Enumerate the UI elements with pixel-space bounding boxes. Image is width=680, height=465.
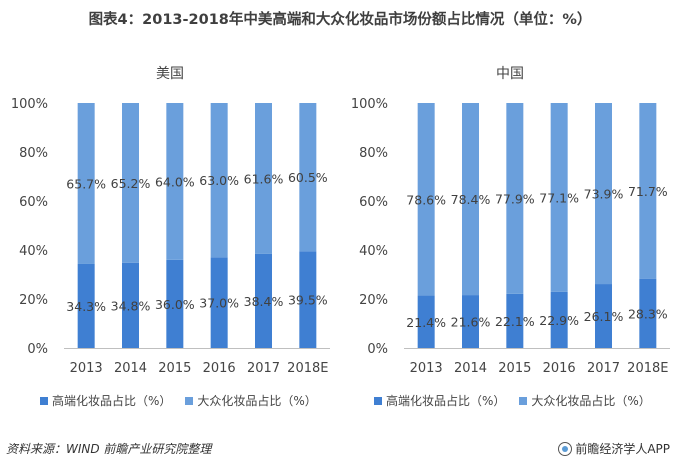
y-tick-label: 60% xyxy=(359,195,388,210)
bar-high-end xyxy=(506,293,524,348)
x-tick-label: 2016 xyxy=(203,361,236,376)
panel-title-usa: 美国 xyxy=(156,66,184,82)
data-label-mass: 73.9% xyxy=(584,187,624,202)
x-tick-label: 2017 xyxy=(247,361,280,376)
bar-mass xyxy=(462,103,479,296)
y-tick-label: 80% xyxy=(359,146,388,161)
x-tick-label: 2017 xyxy=(587,361,620,376)
data-label-mass: 64.0% xyxy=(155,174,195,189)
bar-high-end xyxy=(77,263,95,348)
y-tick-label: 60% xyxy=(19,195,48,210)
legend-item-mass: 大众化妆品占比（%） xyxy=(519,392,651,409)
bar-high-end xyxy=(417,295,435,348)
legend-item-mass: 大众化妆品占比（%） xyxy=(185,392,317,409)
y-tick-label: 0% xyxy=(27,342,48,357)
brand-credit: 前瞻经济学人APP xyxy=(558,440,670,457)
legend-swatch-mass xyxy=(519,396,528,405)
bar-mass xyxy=(506,103,524,294)
x-tick-label: 2018E xyxy=(627,361,668,376)
bar-high-end xyxy=(210,257,228,348)
data-label-mass: 78.4% xyxy=(451,192,491,207)
legend-label-mass: 大众化妆品占比（%） xyxy=(531,394,651,408)
chart-panel-usa: 美国 0% 20% 40% 60% 80% 100% 34.3% 65.7% 2013 34.8%… xyxy=(0,55,340,385)
bar-mass xyxy=(417,103,435,296)
bar-high-end xyxy=(166,259,184,348)
x-tick-label: 2015 xyxy=(498,361,531,376)
legend-item-high-end: 高端化妆品占比（%） xyxy=(374,392,505,409)
bar-high-end xyxy=(639,278,657,348)
y-tick-label: 0% xyxy=(367,342,388,357)
legend-china: 高端化妆品占比（%） 大众化妆品占比（%） xyxy=(374,392,665,409)
chart-panel-china: 中国 0% 20% 40% 60% 80% 100% 21.4% 78.6% 2013 21.6%… xyxy=(340,55,680,385)
bar-mass xyxy=(550,103,568,292)
legend-label-high-end: 高端化妆品占比（%） xyxy=(386,394,506,408)
data-label-high-end: 36.0% xyxy=(155,297,195,312)
x-tick-label: 2014 xyxy=(114,361,147,376)
data-label-mass: 60.5% xyxy=(288,170,328,185)
x-tick-label: 2016 xyxy=(543,361,576,376)
data-label-high-end: 21.4% xyxy=(406,315,446,330)
data-label-mass: 77.1% xyxy=(539,190,579,205)
data-label-high-end: 22.9% xyxy=(539,313,579,328)
data-label-high-end: 37.0% xyxy=(199,296,239,311)
legend-swatch-high-end xyxy=(40,396,48,405)
y-tick-label: 100% xyxy=(351,97,388,112)
x-tick-label: 2018E xyxy=(287,361,328,376)
y-tick-label: 20% xyxy=(19,293,48,308)
x-tick-label: 2014 xyxy=(454,361,487,376)
bar-high-end xyxy=(550,291,568,348)
source-note: 资料来源：WIND 前瞻产业研究院整理 xyxy=(6,442,212,456)
data-label-high-end: 38.4% xyxy=(244,294,284,309)
brand-name: 前瞻经济学人APP xyxy=(575,442,670,456)
bar-high-end xyxy=(122,262,139,348)
bar-mass xyxy=(299,103,317,252)
chart-china-svg: 0% 20% 40% 60% 80% 100% 21.4% 78.6% 2013 21.6% 78.… xyxy=(351,97,670,376)
data-label-mass: 63.0% xyxy=(199,173,239,188)
legend-label-high-end: 高端化妆品占比（%） xyxy=(52,394,172,408)
data-label-high-end: 34.3% xyxy=(66,299,106,314)
legend-item-high-end: 高端化妆品占比（%） xyxy=(40,392,171,409)
x-tick-label: 2013 xyxy=(70,361,103,376)
y-tick-label: 40% xyxy=(359,244,388,259)
y-tick-label: 100% xyxy=(11,97,48,112)
data-label-high-end: 28.3% xyxy=(628,306,668,321)
chart-usa-svg: 0% 20% 40% 60% 80% 100% 34.3% 65.7% 2013 34.8% 65.… xyxy=(11,97,330,376)
data-label-mass: 78.6% xyxy=(406,192,446,207)
legend-usa: 高端化妆品占比（%） 大众化妆品占比（%） xyxy=(40,392,331,409)
data-label-mass: 65.2% xyxy=(111,176,151,191)
bar-mass xyxy=(210,103,228,258)
bar-mass xyxy=(639,103,657,279)
bar-high-end xyxy=(595,284,612,348)
panel-title-china: 中国 xyxy=(496,66,524,82)
data-label-high-end: 39.5% xyxy=(288,293,328,308)
data-label-high-end: 26.1% xyxy=(584,309,624,324)
chart-title: 图表4：2013-2018年中美高端和大众化妆品市场份额占比情况（单位：%） xyxy=(88,12,592,28)
bar-mass xyxy=(77,103,95,264)
data-label-mass: 65.7% xyxy=(66,176,106,191)
data-label-mass: 77.9% xyxy=(495,191,535,206)
bar-high-end xyxy=(299,251,317,348)
bar-mass xyxy=(255,103,272,254)
data-label-high-end: 22.1% xyxy=(495,314,535,329)
bar-mass xyxy=(122,103,139,263)
legend-swatch-mass xyxy=(185,396,194,405)
brand-logo-icon xyxy=(558,441,573,456)
legend-swatch-high-end xyxy=(374,396,382,405)
bar-high-end xyxy=(462,295,479,348)
data-label-mass: 71.7% xyxy=(628,184,668,199)
bar-mass xyxy=(166,103,184,260)
x-tick-label: 2013 xyxy=(410,361,443,376)
data-label-mass: 61.6% xyxy=(244,171,284,186)
data-label-high-end: 21.6% xyxy=(451,315,491,330)
y-tick-label: 80% xyxy=(19,146,48,161)
y-tick-label: 20% xyxy=(359,293,388,308)
data-label-high-end: 34.8% xyxy=(111,298,151,313)
bar-mass xyxy=(595,103,612,285)
x-tick-label: 2015 xyxy=(158,361,191,376)
bar-high-end xyxy=(255,253,272,348)
y-tick-label: 40% xyxy=(19,244,48,259)
legend-label-mass: 大众化妆品占比（%） xyxy=(197,394,317,408)
